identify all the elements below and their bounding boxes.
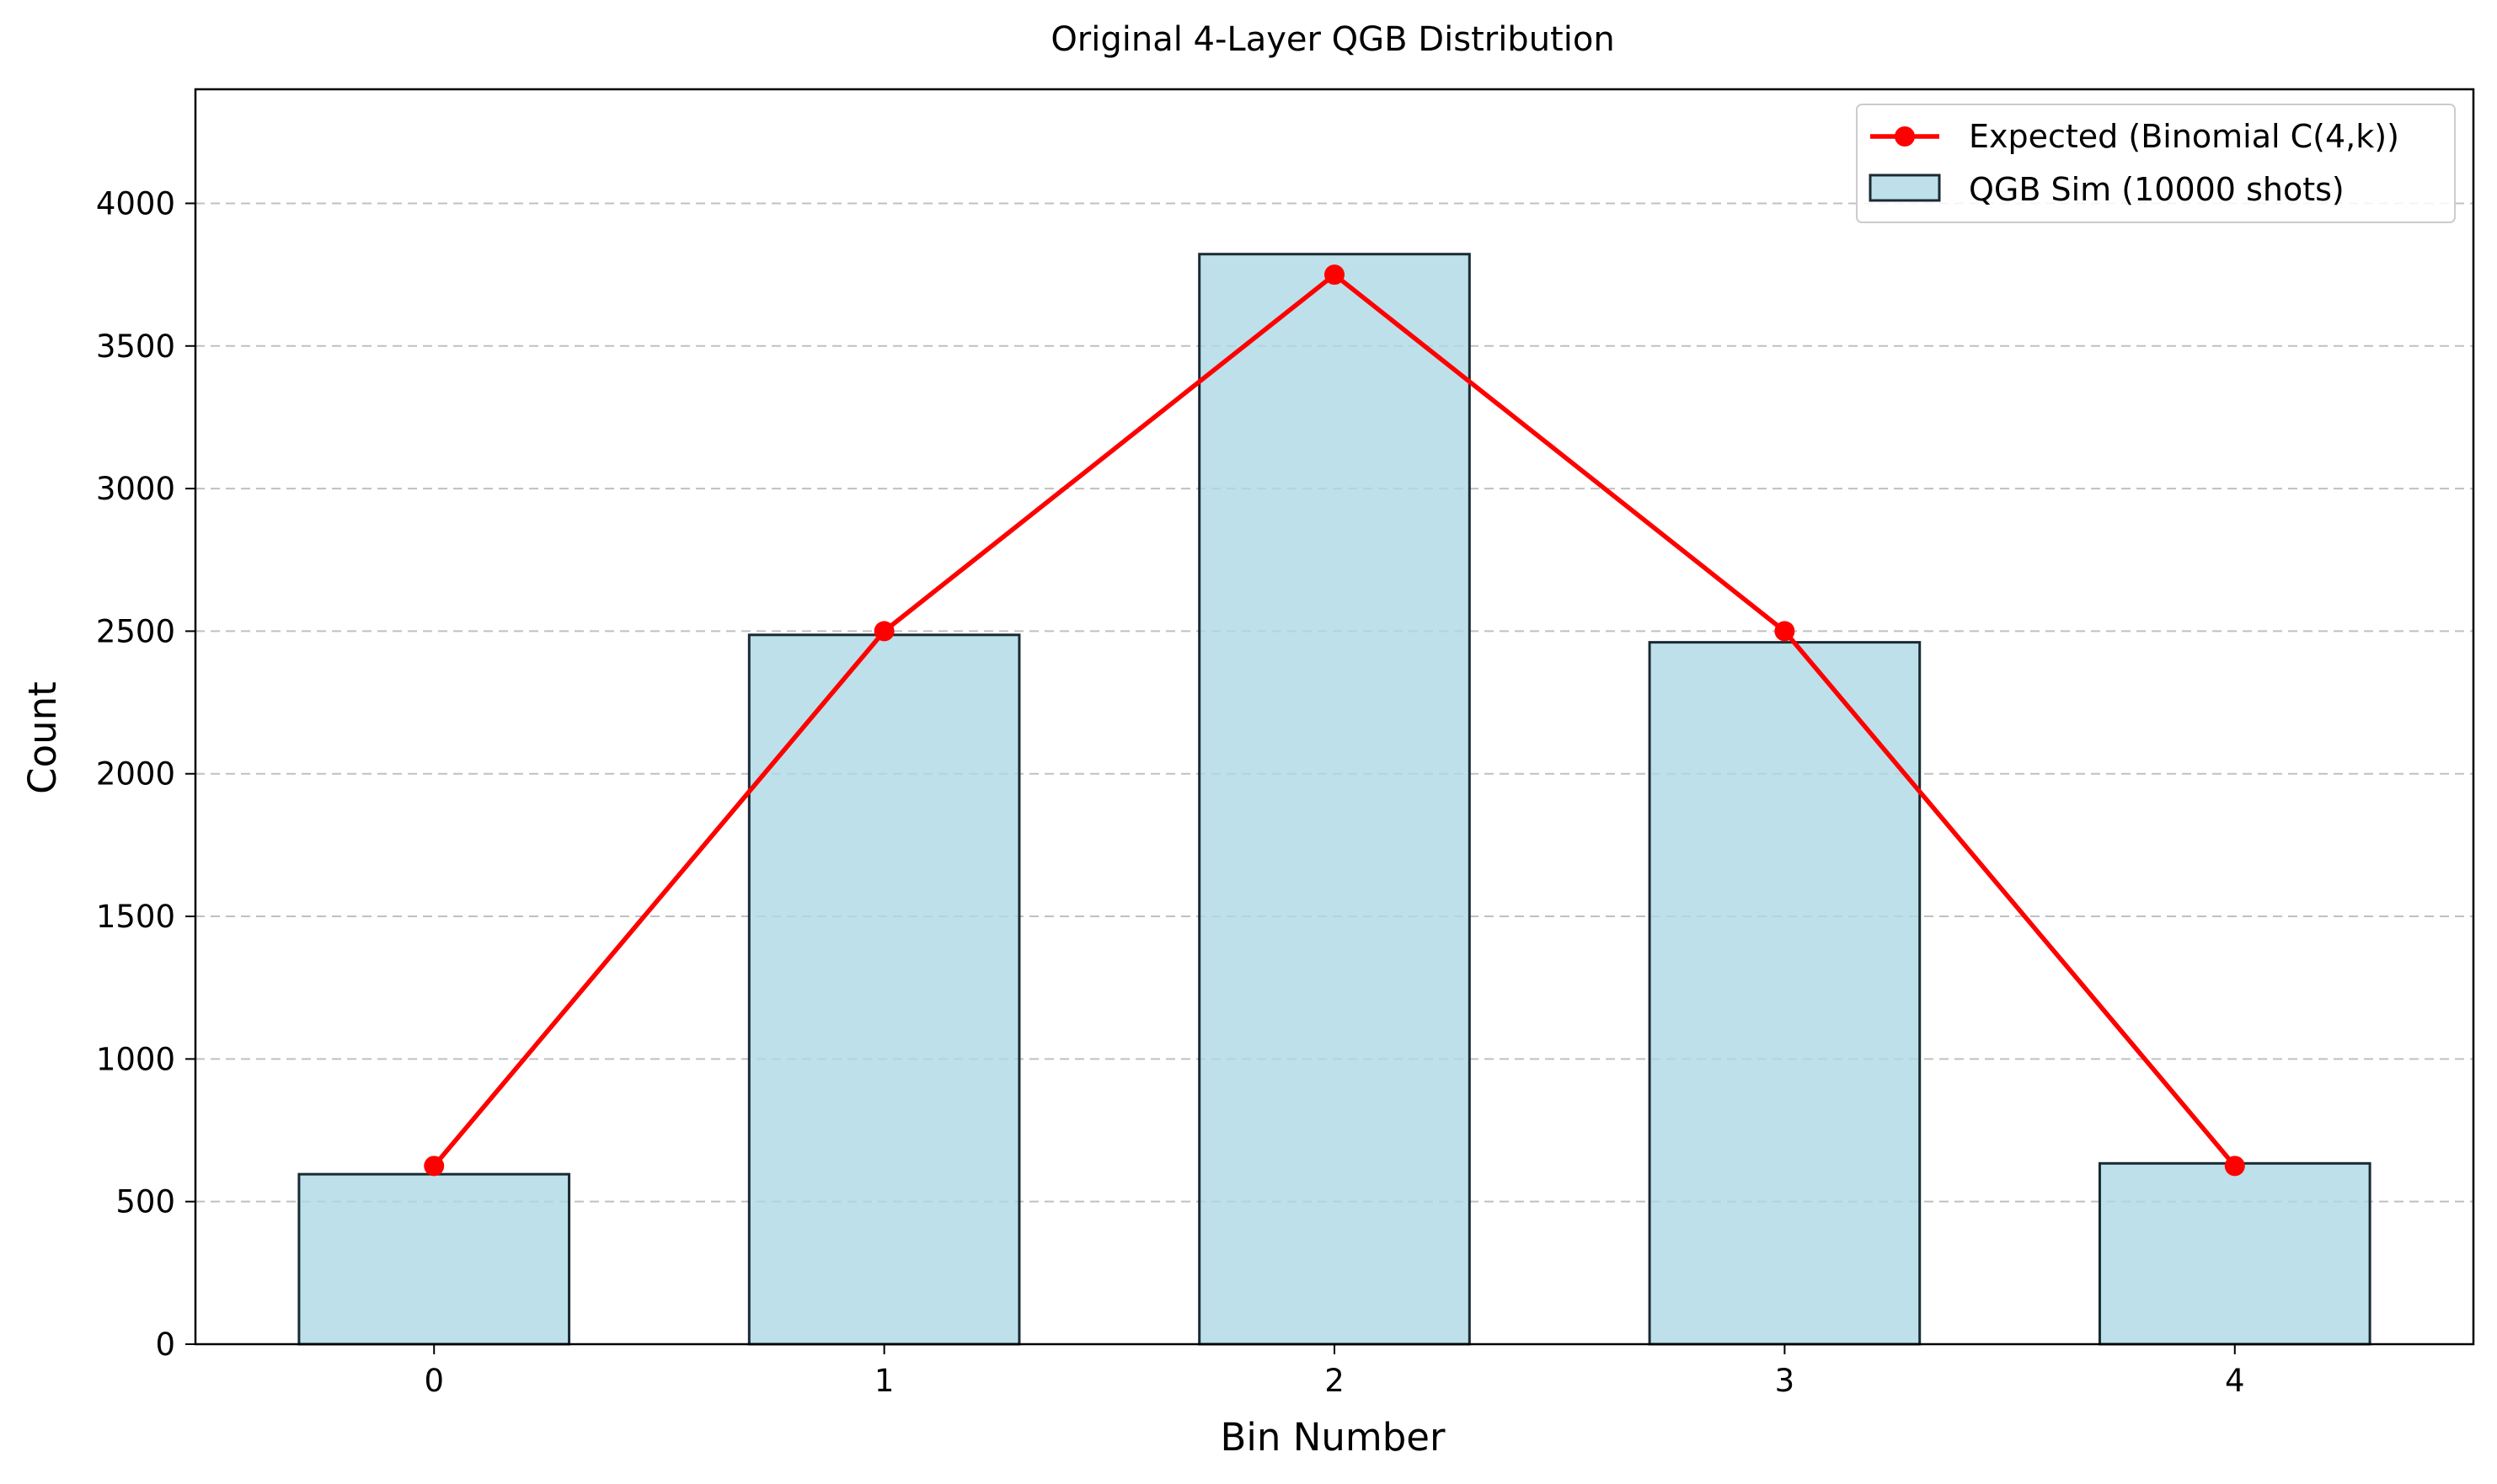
- chart-title: Original 4-Layer QGB Distribution: [1051, 20, 1614, 59]
- y-tick-label: 1500: [96, 899, 175, 935]
- y-axis-label: Count: [20, 681, 65, 794]
- legend-bar-swatch: [1869, 173, 1941, 202]
- expected-point: [874, 621, 895, 642]
- y-tick-label: 2500: [96, 613, 175, 649]
- y-tick-label: 2000: [96, 756, 175, 793]
- legend-label: QGB Sim (10000 shots): [1969, 171, 2345, 208]
- expected-point: [1324, 264, 1345, 286]
- expected-point: [424, 1156, 445, 1177]
- bar: [297, 1172, 571, 1346]
- y-tick-label: 500: [115, 1184, 175, 1220]
- y-tick-label: 3500: [96, 328, 175, 365]
- y-tick-label: 0: [155, 1327, 175, 1363]
- x-tick-label: 0: [424, 1363, 444, 1399]
- bar: [1648, 641, 1922, 1346]
- legend-label: Expected (Binomial C(4,k)): [1969, 118, 2399, 155]
- bar: [747, 633, 1021, 1346]
- expected-point: [1774, 621, 1795, 642]
- x-tick-label: 3: [1775, 1363, 1795, 1399]
- x-axis-label: Bin Number: [1221, 1415, 1446, 1460]
- x-tick-label: 2: [1324, 1363, 1345, 1399]
- bars: [297, 253, 2371, 1346]
- legend: Expected (Binomial C(4,k)) QGB Sim (10000…: [1856, 104, 2456, 223]
- expected-line: [424, 264, 2245, 1177]
- y-tick-label: 1000: [96, 1041, 175, 1077]
- y-axis: 0 500 1000 1500 2000 2500 3000 3500 4000: [96, 185, 195, 1363]
- legend-marker: [1895, 126, 1915, 147]
- x-axis: 0 1 2 3 4: [424, 1344, 2245, 1399]
- expected-point: [2224, 1156, 2245, 1177]
- bar: [1198, 253, 1471, 1346]
- legend-frame: [1856, 104, 2456, 223]
- bar: [2098, 1161, 2371, 1346]
- y-tick-label: 3000: [96, 471, 175, 507]
- x-tick-label: 1: [874, 1363, 895, 1399]
- x-tick-label: 4: [2225, 1363, 2245, 1399]
- y-tick-label: 4000: [96, 185, 175, 222]
